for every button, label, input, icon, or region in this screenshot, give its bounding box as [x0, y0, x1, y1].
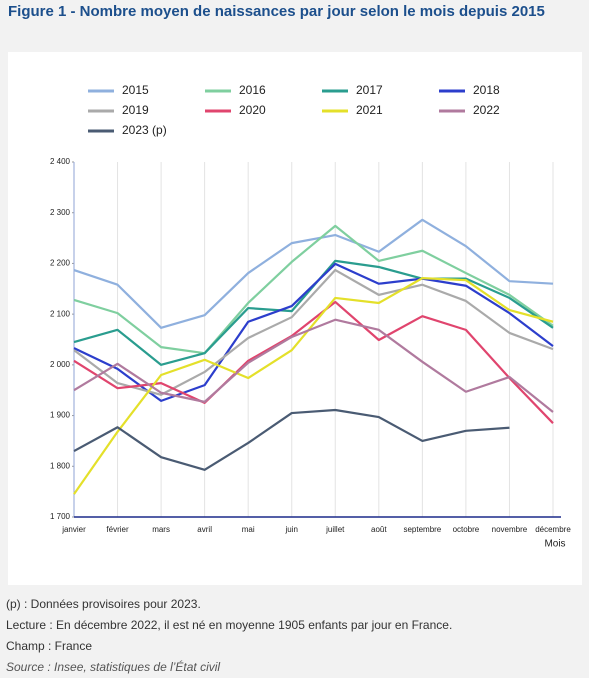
y-tick-label: 1 900: [50, 411, 71, 420]
legend-label: 2023 (p): [122, 123, 167, 137]
series-line: [73, 262, 554, 402]
series-line: [73, 277, 554, 495]
legend-label: 2018: [473, 83, 500, 97]
y-tick-label: 1 700: [50, 512, 71, 521]
x-tick-label: avril: [197, 525, 212, 534]
series-line: [73, 408, 510, 471]
series-line: [73, 224, 554, 355]
series-line: [73, 218, 554, 329]
x-tick-label: novembre: [492, 525, 528, 534]
x-tick-label: septembre: [403, 525, 441, 534]
x-tick-label: décembre: [535, 525, 571, 534]
x-tick-label: juin: [285, 525, 298, 534]
series-line: [73, 268, 554, 396]
note: Champ : France: [6, 639, 93, 653]
y-tick-label: 2 000: [50, 360, 71, 369]
note: Lecture : En décembre 2022, il est né en…: [6, 618, 453, 632]
legend-label: 2019: [122, 103, 149, 117]
x-tick-label: juillet: [325, 525, 345, 534]
x-tick-label: août: [371, 525, 387, 534]
x-tick-label: janvier: [61, 525, 86, 534]
y-tick-label: 2 400: [50, 157, 71, 166]
legend-label: 2021: [356, 103, 383, 117]
title: Figure 1 - Nombre moyen de naissances pa…: [8, 3, 545, 20]
source: Source : Insee, statistiques de l’État c…: [6, 660, 221, 674]
series-line: [73, 300, 554, 424]
x-tick-label: février: [106, 525, 129, 534]
y-tick-label: 2 100: [50, 309, 71, 318]
x-tick-label: octobre: [453, 525, 480, 534]
x-axis-label: Mois: [544, 539, 565, 550]
legend-label: 2020: [239, 103, 266, 117]
notes: (p) : Données provisoires pour 2023. Lec…: [6, 594, 452, 678]
y-tick-label: 2 300: [50, 208, 71, 217]
note: (p) : Données provisoires pour 2023.: [6, 597, 201, 611]
series-line: [73, 318, 554, 413]
legend-label: 2022: [473, 103, 500, 117]
x-tick-label: mai: [242, 525, 255, 534]
legend-label: 2015: [122, 83, 149, 97]
legend-label: 2017: [356, 83, 383, 97]
chart: 2015 2016 2017 2018 2019 2020 2021 2022 2023 (p)…: [8, 52, 582, 585]
x-tick-label: mars: [152, 525, 170, 534]
legend-label: 2016: [239, 83, 266, 97]
y-tick-label: 1 800: [50, 461, 71, 470]
y-tick-label: 2 200: [50, 259, 71, 268]
